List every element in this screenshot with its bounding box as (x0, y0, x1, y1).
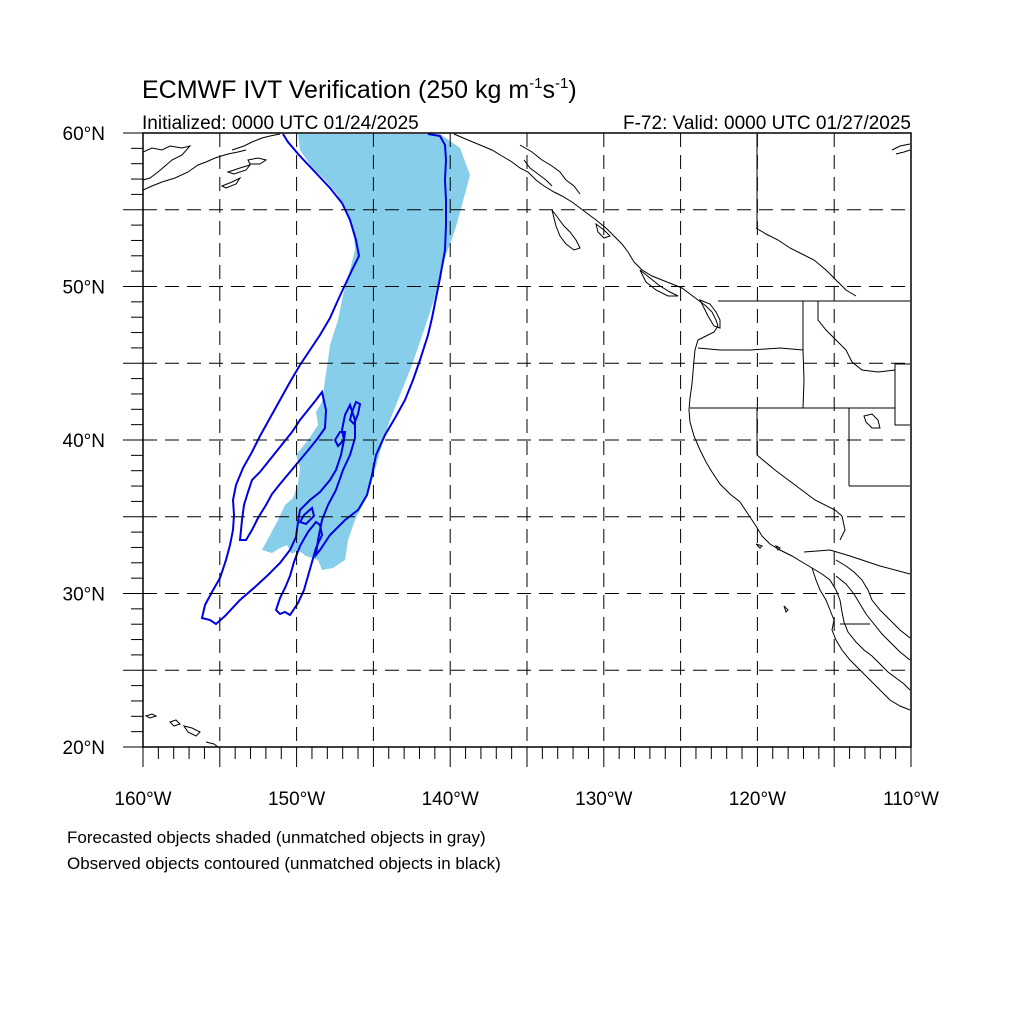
longitude-labels: 160°W 150°W 140°W 130°W 120°W 110°W (114, 789, 939, 810)
latitude-label: 60°N (63, 124, 105, 145)
graticule (143, 133, 911, 747)
chart-title: ECMWF IVT Verification (250 kg m-1s-1) (142, 75, 577, 104)
forecast-ivt-object (262, 134, 470, 570)
longitude-label: 140°W (422, 789, 479, 810)
longitude-label: 120°W (729, 789, 786, 810)
observed-contour-inner (238, 389, 328, 541)
observed-contour-blob-3 (298, 506, 316, 526)
observed-contour-main (200, 133, 448, 626)
coastlines (143, 133, 911, 747)
political-boundaries (690, 134, 911, 625)
longitude-label: 130°W (575, 789, 632, 810)
observed-contour-south (274, 520, 324, 617)
longitude-label: 110°W (883, 789, 939, 810)
longitude-label: 150°W (268, 789, 325, 810)
initialized-label: Initialized: 0000 UTC 01/24/2025 (142, 113, 419, 134)
footnote-forecast: Forecasted objects shaded (unmatched obj… (67, 828, 486, 847)
latitude-label: 40°N (63, 431, 105, 452)
latitude-label: 50°N (63, 278, 105, 299)
latitude-label: 30°N (63, 585, 105, 606)
footnote-observed: Observed objects contoured (unmatched ob… (67, 854, 501, 873)
observed-contour-blob-2 (348, 400, 362, 426)
valid-label: F-72: Valid: 0000 UTC 01/27/2025 (623, 113, 911, 134)
observed-contour-blob-1 (333, 431, 347, 448)
latitude-label: 20°N (63, 738, 105, 759)
longitude-label: 160°W (114, 789, 171, 810)
latitude-labels: 60°N 50°N 40°N 30°N 20°N (63, 124, 105, 759)
axis-ticks (123, 132, 912, 767)
map-area: 60°N 50°N 40°N 30°N 20°N 160°W 150°W 140°W 130°… (63, 124, 939, 810)
